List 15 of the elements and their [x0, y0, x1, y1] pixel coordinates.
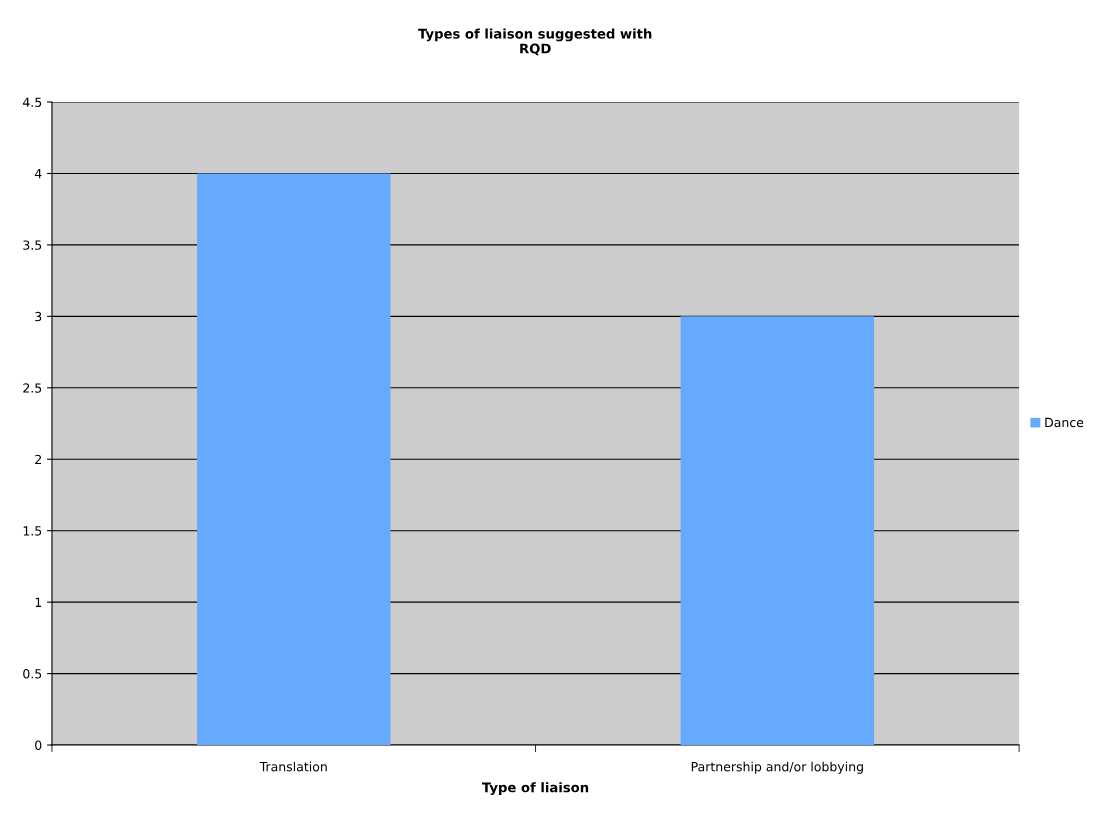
y-tick-label: 2.5: [23, 383, 42, 393]
x-axis-title: Type of liaison: [482, 782, 589, 795]
legend-label: Dance: [1045, 417, 1084, 428]
y-tick-label: 2: [35, 454, 41, 464]
y-tick-label: 0: [35, 740, 42, 750]
y-tick-label: 3: [35, 311, 42, 322]
y-tick-label: 4: [34, 169, 42, 179]
x-tick-label: Partnership and/or lobbying: [691, 761, 863, 774]
y-tick-label: 1.5: [23, 526, 42, 536]
y-tick-label: 1: [35, 597, 42, 607]
x-tick-label: Translation: [259, 761, 327, 772]
y-tick-label: 0.5: [23, 669, 42, 679]
y-tick-label: 4.5: [22, 97, 42, 107]
chart-title: Types of liaison suggested with RQD: [418, 28, 652, 56]
y-tick-label: 3.5: [23, 240, 42, 250]
